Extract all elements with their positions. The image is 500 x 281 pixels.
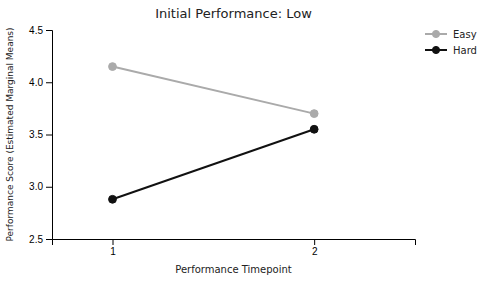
y-tick: 3.5 bbox=[29, 129, 52, 140]
y-tick-label: 4.5 bbox=[29, 25, 43, 36]
point bbox=[310, 125, 318, 133]
y-tick: 4.0 bbox=[29, 77, 52, 88]
y-tick-label: 4.0 bbox=[29, 77, 43, 88]
y-tick-label: 3.0 bbox=[29, 181, 43, 192]
x-axis-title: Performance Timepoint bbox=[175, 264, 292, 275]
legend-marker bbox=[432, 46, 439, 53]
legend-item: Easy bbox=[425, 29, 477, 40]
y-tick: 4.5 bbox=[29, 25, 52, 36]
line bbox=[113, 67, 315, 114]
x-axis: 12 bbox=[53, 239, 416, 257]
title: Initial Performance: Low bbox=[155, 6, 312, 21]
y-tick-mark bbox=[46, 187, 52, 188]
y-tick-mark bbox=[46, 30, 52, 31]
x-axis-line bbox=[53, 240, 416, 246]
y-tick: 3.0 bbox=[29, 181, 52, 192]
point bbox=[109, 195, 117, 203]
x-tick: 1 bbox=[110, 239, 116, 257]
legend-label: Hard bbox=[453, 45, 477, 56]
x-tick: 2 bbox=[312, 239, 318, 257]
y-tick-mark bbox=[46, 239, 52, 240]
point bbox=[310, 110, 318, 118]
y-tick: 2.5 bbox=[29, 234, 52, 245]
x-tick-label: 1 bbox=[110, 246, 116, 257]
x-tick-mark bbox=[314, 239, 315, 245]
y-tick-label: 2.5 bbox=[29, 234, 43, 245]
legend-marker bbox=[432, 30, 439, 37]
legend: Easy Hard bbox=[425, 29, 477, 56]
y-axis: 2.5 3.0 3.5 4.0 4.5 bbox=[29, 25, 52, 245]
x-tick-mark bbox=[113, 239, 114, 245]
chart: 122.53.03.54.04.5Initial Performance: Lo… bbox=[0, 0, 500, 281]
line bbox=[113, 129, 315, 199]
plot-area: 122.53.03.54.04.5 bbox=[29, 25, 415, 257]
legend-item: Hard bbox=[425, 45, 477, 56]
y-tick-mark bbox=[46, 82, 52, 83]
y-tick-label: 3.5 bbox=[29, 129, 43, 140]
y-axis-title: Performance Score (Estimated Marginal Me… bbox=[5, 27, 15, 241]
series-group bbox=[109, 63, 318, 204]
y-tick-mark bbox=[46, 135, 52, 136]
y-axis-line bbox=[46, 31, 53, 240]
legend-label: Easy bbox=[453, 29, 477, 40]
point bbox=[109, 63, 117, 71]
x-tick-label: 2 bbox=[312, 246, 318, 257]
